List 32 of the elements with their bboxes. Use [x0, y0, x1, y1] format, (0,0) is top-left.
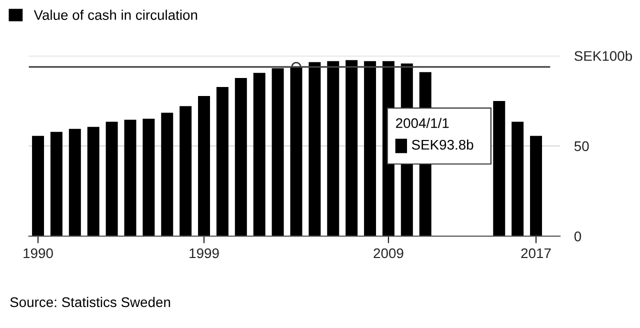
source-note: Source: Statistics Sweden [10, 296, 170, 308]
bar [198, 96, 210, 236]
bar [512, 122, 524, 236]
bar [308, 62, 321, 236]
bar [68, 128, 81, 236]
x-tick-label: 1999 [190, 248, 219, 258]
bar [106, 122, 118, 236]
y-tick-label: SEK100b [574, 50, 632, 61]
bar [346, 60, 358, 236]
bar [364, 61, 376, 236]
bar [234, 78, 247, 236]
y-tick-label: 50 [574, 141, 589, 152]
bar [50, 132, 62, 236]
x-tick-label: 2017 [521, 248, 551, 258]
bar [253, 72, 266, 236]
y-tick-label: 0 [574, 231, 582, 242]
bar [493, 101, 506, 236]
bar [87, 126, 100, 236]
annotation: 2004/1/1 [396, 118, 449, 128]
bar [272, 68, 284, 236]
bar [327, 61, 340, 236]
bar [180, 106, 192, 236]
x-tick-label: 2009 [374, 248, 404, 258]
legend-label: Value of cash in circulation [34, 10, 198, 20]
annotation: SEK93.8b [412, 139, 474, 150]
bar [216, 86, 228, 236]
bar [530, 136, 542, 236]
bar [142, 118, 155, 236]
x-tick-label: 1990 [24, 248, 53, 258]
bar [124, 120, 136, 236]
bar [32, 136, 44, 236]
bar [161, 112, 174, 236]
